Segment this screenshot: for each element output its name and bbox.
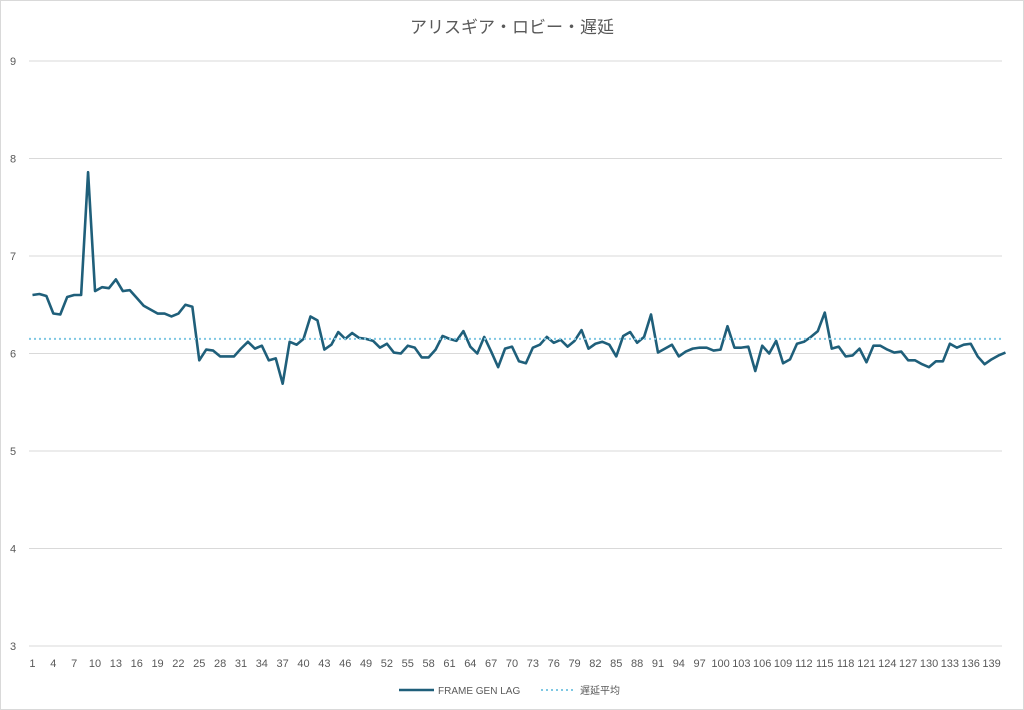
x-tick-label: 136 <box>962 658 980 670</box>
x-tick-label: 55 <box>402 658 414 670</box>
x-tick-label: 82 <box>589 658 601 670</box>
x-tick-label: 4 <box>50 658 56 670</box>
frame-gen-lag-line <box>32 170 1006 386</box>
x-tick-label: 7 <box>71 658 77 670</box>
gridlines <box>29 60 1002 647</box>
x-tick-label: 130 <box>920 658 938 670</box>
x-tick-label: 106 <box>753 658 771 670</box>
x-tick-label: 10 <box>89 658 101 670</box>
x-tick-label: 58 <box>423 658 435 670</box>
legend-label: 遅延平均 <box>580 685 620 697</box>
x-tick-label: 85 <box>610 658 622 670</box>
x-tick-label: 40 <box>297 658 309 670</box>
x-tick-label: 49 <box>360 658 372 670</box>
legend-label: FRAME GEN LAG <box>438 686 520 697</box>
x-axis-labels: 1 4 7 10 13 16 19 22 25 28 31 34 37 40 43 46 49 52 55 58 61 6… <box>29 658 1000 670</box>
y-tick-label: 8 <box>10 154 16 166</box>
x-tick-label: 70 <box>506 658 518 670</box>
x-tick-label: 76 <box>548 658 560 670</box>
x-tick-label: 121 <box>857 658 875 670</box>
y-axis-labels: 3 4 5 6 7 8 9 <box>10 56 16 653</box>
x-tick-label: 88 <box>631 658 643 670</box>
legend: FRAME GEN LAG 遅延平均 <box>399 685 620 697</box>
y-tick-label: 7 <box>10 251 16 263</box>
x-tick-label: 37 <box>277 658 289 670</box>
x-tick-label: 22 <box>172 658 184 670</box>
x-tick-label: 67 <box>485 658 497 670</box>
series-lines <box>29 170 1006 386</box>
x-tick-label: 61 <box>443 658 455 670</box>
x-tick-label: 34 <box>256 658 268 670</box>
x-tick-label: 109 <box>774 658 792 670</box>
x-tick-label: 127 <box>899 658 917 670</box>
x-tick-label: 91 <box>652 658 664 670</box>
x-tick-label: 64 <box>464 658 476 670</box>
y-tick-label: 6 <box>10 349 16 361</box>
x-tick-label: 94 <box>673 658 685 670</box>
x-tick-label: 79 <box>568 658 580 670</box>
x-tick-label: 112 <box>795 658 813 670</box>
x-tick-label: 46 <box>339 658 351 670</box>
x-tick-label: 43 <box>318 658 330 670</box>
x-tick-label: 31 <box>235 658 247 670</box>
x-tick-label: 73 <box>527 658 539 670</box>
x-tick-label: 100 <box>711 658 729 670</box>
chart-title: アリスギア・ロビー・遅延 <box>410 18 614 38</box>
x-tick-label: 103 <box>732 658 750 670</box>
x-tick-label: 115 <box>816 658 834 670</box>
x-tick-label: 25 <box>193 658 205 670</box>
y-tick-label: 4 <box>10 544 16 556</box>
x-tick-label: 124 <box>878 658 896 670</box>
x-tick-label: 28 <box>214 658 226 670</box>
y-tick-label: 9 <box>10 56 16 68</box>
x-tick-label: 19 <box>151 658 163 670</box>
x-tick-label: 118 <box>837 658 855 670</box>
y-tick-label: 5 <box>10 446 16 458</box>
y-tick-label: 3 <box>10 641 16 653</box>
x-tick-label: 16 <box>131 658 143 670</box>
x-tick-label: 97 <box>694 658 706 670</box>
x-tick-label: 139 <box>982 658 1000 670</box>
x-tick-label: 13 <box>110 658 122 670</box>
x-tick-label: 1 <box>29 658 35 670</box>
x-tick-label: 52 <box>381 658 393 670</box>
x-tick-label: 133 <box>941 658 959 670</box>
